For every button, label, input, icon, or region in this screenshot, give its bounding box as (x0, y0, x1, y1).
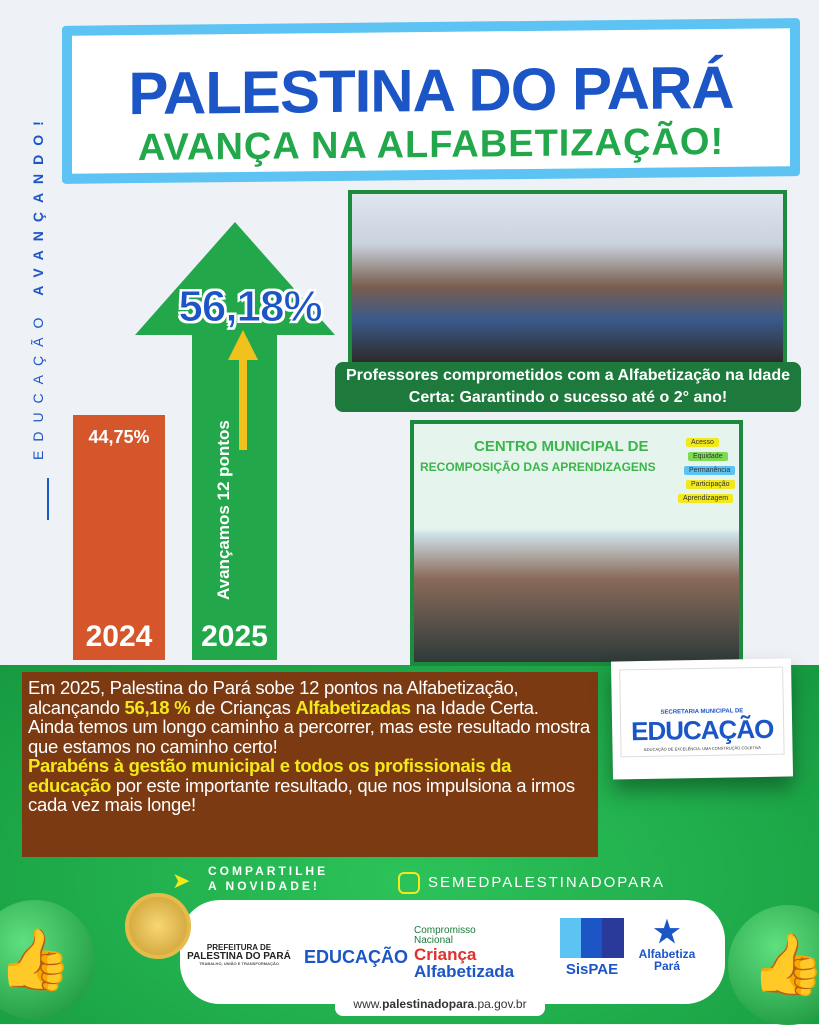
title-box: PALESTINA DO PARÁ AVANÇA NA ALFABETIZAÇÃ… (62, 18, 800, 184)
text: de Crianças (190, 696, 296, 718)
photo-caption: Professores comprometidos com a Alfabeti… (335, 362, 801, 412)
text: por este importante resultado, que nos i… (28, 774, 575, 815)
bar-2024-value: 44,75% (88, 427, 150, 447)
logo-text: Alfabetizada (414, 962, 515, 981)
bar-2025-value: 56,18% (178, 282, 323, 332)
highlight: 56,18 % (124, 696, 191, 718)
thumbs-up-icon: 👍 (728, 905, 819, 1025)
prefeitura-logo: PREFEITURA DE PALESTINA DO PARÁ TRABALHO… (182, 944, 296, 966)
message-paragraph-2: Ainda temos um longo caminho a percorrer… (28, 716, 590, 757)
center-photo: CENTRO MUNICIPAL DE RECOMPOSIÇÃO DAS APR… (410, 420, 743, 666)
share-line-1: COMPARTILHE (208, 864, 329, 878)
sispae-logo: SisPAE (560, 918, 624, 977)
logo-text: PALESTINA DO PARÁ (187, 951, 291, 962)
education-logo-card: SECRETARIA MUNICIPAL DE EDUCAÇÃO EDUCAÇÃ… (610, 658, 794, 780)
logos-strip: PREFEITURA DE PALESTINA DO PARÁ TRABALHO… (180, 900, 725, 1004)
logo-text: Alfabetiza (638, 947, 696, 961)
logo-text: Pará (653, 959, 681, 973)
instagram-handle[interactable]: SEMEDPALESTINADOPARA (428, 874, 665, 891)
bar-2024: 44,75% 2024 (73, 415, 165, 660)
medal-icon (125, 893, 191, 959)
text: na Idade Certa. (410, 696, 539, 718)
page-subtitle: AVANÇA NA ALFABETIZAÇÃO! (137, 120, 725, 170)
logo-text: SisPAE (565, 961, 619, 978)
instagram-icon (398, 872, 420, 894)
side-text-2: AVANÇANDO! (30, 112, 46, 296)
thumbs-up-icon: 👍 (0, 900, 95, 1020)
banner-line-1: CENTRO MUNICIPAL DE (474, 438, 649, 455)
url-text: palestinadopara (382, 997, 475, 1011)
logo-main: EDUCAÇÃO (630, 713, 774, 747)
arrow-head (135, 222, 335, 335)
logo-text: Nacional (414, 935, 453, 946)
url-text: .pa.gov.br (474, 997, 527, 1011)
up-arrow-icon (228, 330, 258, 450)
page-title: PALESTINA DO PARÁ (128, 53, 734, 128)
sign: Participação (686, 480, 735, 489)
logo-text: TRABALHO, UNIÃO E TRANSFORMAÇÃO (199, 961, 279, 966)
crianca-alfabetizada-logo: Compromisso Nacional Criança Alfabetizad… (414, 925, 554, 981)
banner-line-2: RECOMPOSIÇÃO DAS APRENDIZAGENS (420, 460, 656, 474)
share-text: COMPARTILHE A NOVIDADE! (208, 864, 328, 894)
sign: Acesso (686, 438, 719, 447)
sign: Equidade (688, 452, 728, 461)
message-paragraph-3: Parabéns à gestão municipal e todos os p… (28, 756, 592, 815)
teachers-photo (348, 190, 787, 366)
send-icon: ➤ (172, 868, 191, 893)
divider (47, 478, 49, 520)
side-text-1: EDUCAÇÃO (30, 308, 46, 460)
logo-text: Compromisso (414, 925, 476, 936)
arrow-text: Avançamos 12 pontos (214, 420, 233, 600)
url-text: www. (353, 997, 383, 1011)
logo-text: PREFEITURA DE (206, 943, 272, 952)
website-link[interactable]: www.palestinadopara.pa.gov.br (335, 992, 545, 1016)
alfabetiza-para-logo: ★ Alfabetiza Pará (632, 916, 702, 973)
logo-text: Criança (414, 945, 477, 964)
bar-2025: 2025 (192, 330, 277, 660)
side-vertical-text: EDUCAÇÃO AVANÇANDO! (30, 112, 46, 460)
highlight: Alfabetizadas (295, 696, 411, 718)
sign: Aprendizagem (678, 494, 734, 503)
message-paragraph-1: Em 2025, Palestina do Pará sobe 12 ponto… (28, 678, 592, 717)
sign: Permanência (684, 466, 736, 475)
educacao-logo: EDUCAÇÃO (304, 947, 409, 967)
star-icon: ★ (653, 916, 681, 949)
highlight: Parabéns à gestão municipal e todos os p… (28, 755, 512, 796)
share-line-2: A NOVIDADE! (208, 879, 320, 893)
message-box: Em 2025, Palestina do Pará sobe 12 ponto… (22, 672, 598, 857)
bar-2025-year: 2025 (201, 620, 268, 653)
bar-2024-year: 2024 (85, 620, 153, 653)
text: Em 2025, Palestina do Pará sobe 12 ponto… (28, 677, 519, 718)
